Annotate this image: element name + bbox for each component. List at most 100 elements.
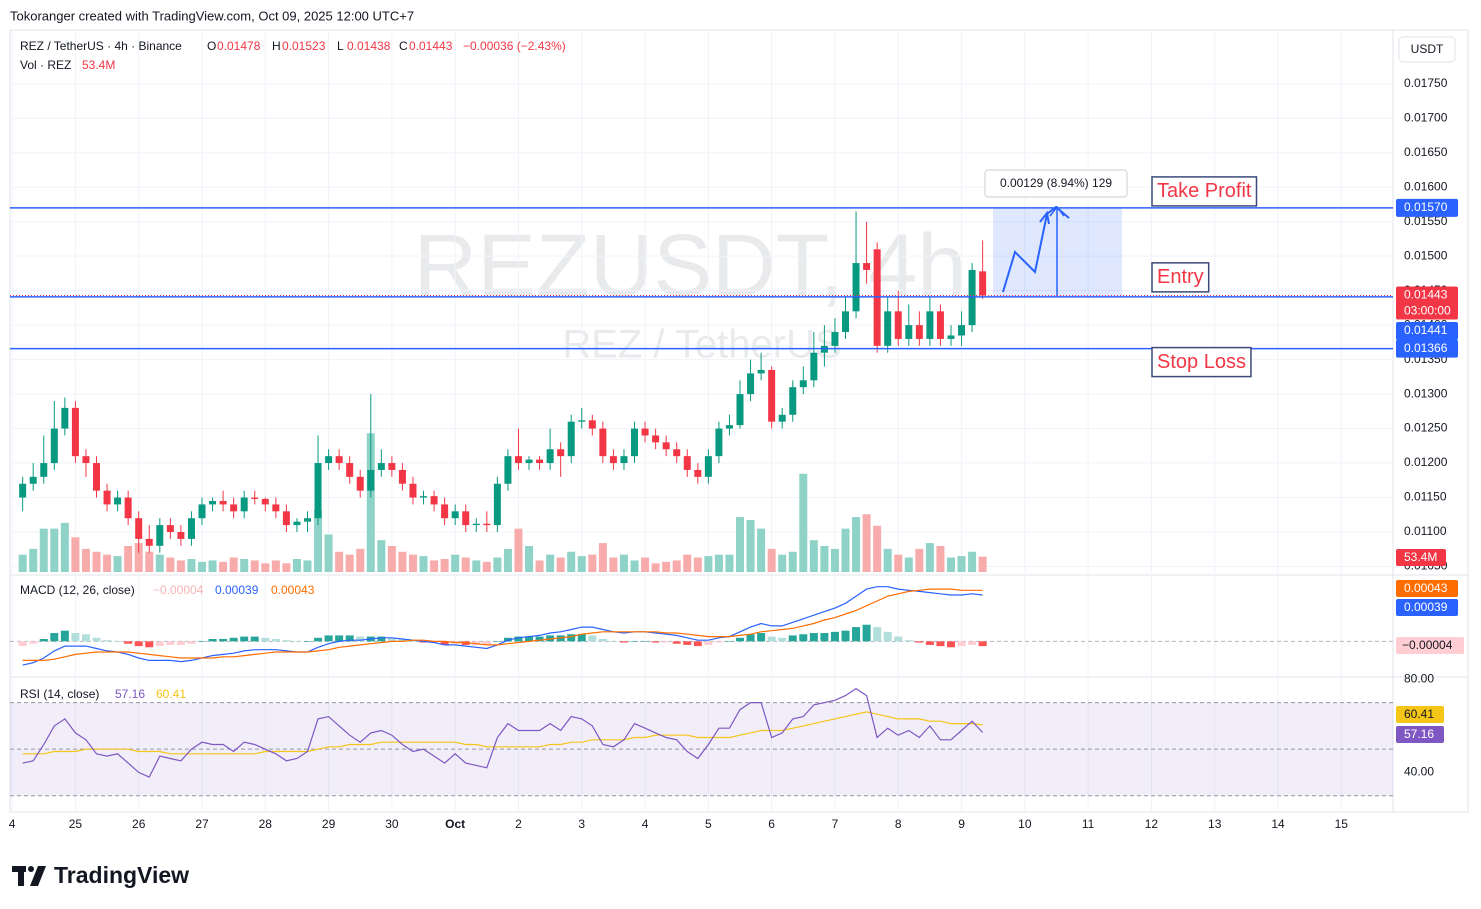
macd-histogram-bar bbox=[145, 641, 154, 648]
x-tick-label: 14 bbox=[1271, 817, 1285, 831]
volume-bar bbox=[946, 557, 955, 572]
projection-arrowhead bbox=[1039, 210, 1050, 225]
macd-histogram-bar bbox=[324, 635, 333, 642]
volume-bar bbox=[134, 543, 143, 572]
volume-bar bbox=[461, 557, 470, 572]
candle-body bbox=[314, 463, 322, 519]
volume-bar bbox=[651, 563, 660, 572]
x-tick-label: 12 bbox=[1145, 817, 1159, 831]
volume-bar bbox=[113, 556, 122, 572]
candle-body bbox=[958, 325, 966, 336]
volume-bar bbox=[535, 560, 544, 572]
change: −0.00036 (−2.43%) bbox=[463, 39, 566, 53]
x-tick-label: 11 bbox=[1082, 817, 1095, 831]
macd-histogram-bar bbox=[683, 641, 692, 645]
volume-bar bbox=[968, 551, 977, 572]
volume-bar bbox=[683, 554, 692, 572]
macd-histogram-bar bbox=[936, 641, 945, 647]
logo-text: TradingView bbox=[54, 862, 189, 888]
macd-histogram-bar bbox=[314, 637, 323, 642]
level-axis-label: 0.01570 bbox=[1404, 200, 1448, 214]
volume-bar bbox=[166, 557, 175, 572]
rsi-title: RSI (14, close) bbox=[20, 687, 99, 701]
candle-body bbox=[114, 497, 122, 505]
macd-histogram-bar bbox=[767, 636, 776, 642]
volume-bar bbox=[757, 528, 766, 572]
candle-body bbox=[240, 497, 248, 512]
x-tick-label: 28 bbox=[259, 817, 273, 831]
ohlc-value: 0.01523 bbox=[282, 39, 326, 53]
candle-body bbox=[789, 387, 797, 415]
candle-body bbox=[599, 428, 607, 457]
y-tick-label: 0.01700 bbox=[1404, 110, 1448, 124]
overlay: 0.00129 (8.94%) 129 Take Profit 0.01570 Ent… bbox=[10, 39, 1464, 743]
macd-histogram-bar bbox=[873, 627, 882, 642]
macd-histogram-bar bbox=[229, 637, 238, 642]
candle-body bbox=[29, 476, 37, 484]
volume-bar bbox=[303, 560, 312, 572]
macd-histogram-bar bbox=[29, 641, 38, 644]
macd-histogram-bar bbox=[39, 638, 48, 642]
x-tick-label: 2 bbox=[515, 817, 522, 831]
candle-body bbox=[251, 497, 259, 499]
candle-body bbox=[915, 325, 923, 339]
signal-axis-box bbox=[1396, 580, 1458, 597]
volume-bar bbox=[271, 560, 280, 572]
y-tick-label: 0.01500 bbox=[1404, 248, 1448, 262]
position-label: 0.00129 (8.94%) 129 bbox=[1000, 176, 1112, 190]
macd-histogram-bar bbox=[841, 630, 850, 642]
volume-bar bbox=[50, 528, 59, 572]
volume-bar bbox=[314, 509, 323, 572]
candle-body bbox=[578, 420, 586, 422]
hist-axis-box bbox=[1396, 637, 1464, 654]
currency-label[interactable]: USDT bbox=[1411, 42, 1444, 56]
volume-bar bbox=[894, 554, 903, 572]
volume-bar bbox=[957, 556, 966, 572]
macd-histogram-bar bbox=[261, 637, 270, 642]
currency-button[interactable] bbox=[1398, 36, 1456, 63]
rsi-tick-label: 80.00 bbox=[1404, 671, 1434, 685]
candle-body bbox=[398, 469, 406, 484]
candle-body bbox=[493, 483, 501, 526]
macd-histogram-bar bbox=[113, 641, 122, 642]
candle-body bbox=[156, 525, 164, 546]
volume-bar bbox=[736, 517, 745, 572]
macd-histogram-bar bbox=[588, 635, 597, 642]
logo: TradingView bbox=[12, 862, 189, 888]
candle-body bbox=[609, 456, 617, 464]
x-tick-label: 4 bbox=[9, 817, 16, 831]
ohlc-value: 0.01438 bbox=[347, 39, 391, 53]
volume-bar bbox=[525, 545, 534, 572]
level-name: Stop Loss bbox=[1157, 351, 1246, 373]
macd-histogram-bar bbox=[968, 641, 977, 645]
macd-histogram-bar bbox=[630, 641, 639, 642]
macd-histogram-bar bbox=[778, 637, 787, 642]
rsi-band bbox=[10, 702, 1393, 796]
volume-bar bbox=[767, 548, 776, 572]
x-tick-label: 29 bbox=[322, 817, 336, 831]
logo-mark bbox=[30, 866, 46, 886]
candle-body bbox=[198, 504, 206, 519]
candle-body bbox=[356, 476, 364, 491]
y-tick-label: 0.01650 bbox=[1404, 145, 1448, 159]
macd-histogram-bar bbox=[894, 636, 903, 642]
macd-histogram-bar bbox=[546, 635, 555, 642]
level-axis-label: 0.01366 bbox=[1404, 341, 1448, 355]
candle-body bbox=[641, 428, 649, 436]
volume-legend: Vol · REZ bbox=[20, 58, 71, 72]
volume-bar bbox=[725, 554, 734, 572]
rsi-line bbox=[22, 687, 984, 778]
candle-body bbox=[50, 428, 58, 464]
volume-bar bbox=[229, 557, 238, 572]
symbol: REZ / TetherUS · 4h · Binance bbox=[20, 39, 182, 53]
signal-line bbox=[22, 588, 983, 661]
macd-histogram-bar bbox=[176, 641, 185, 645]
candle-body bbox=[219, 500, 227, 505]
candle-body bbox=[567, 421, 575, 457]
macd-histogram-bar bbox=[335, 635, 344, 642]
candle-body bbox=[926, 311, 934, 339]
macd-histogram-bar bbox=[957, 641, 966, 647]
macd-histogram-bar bbox=[271, 638, 280, 642]
volume-bar bbox=[619, 554, 628, 572]
